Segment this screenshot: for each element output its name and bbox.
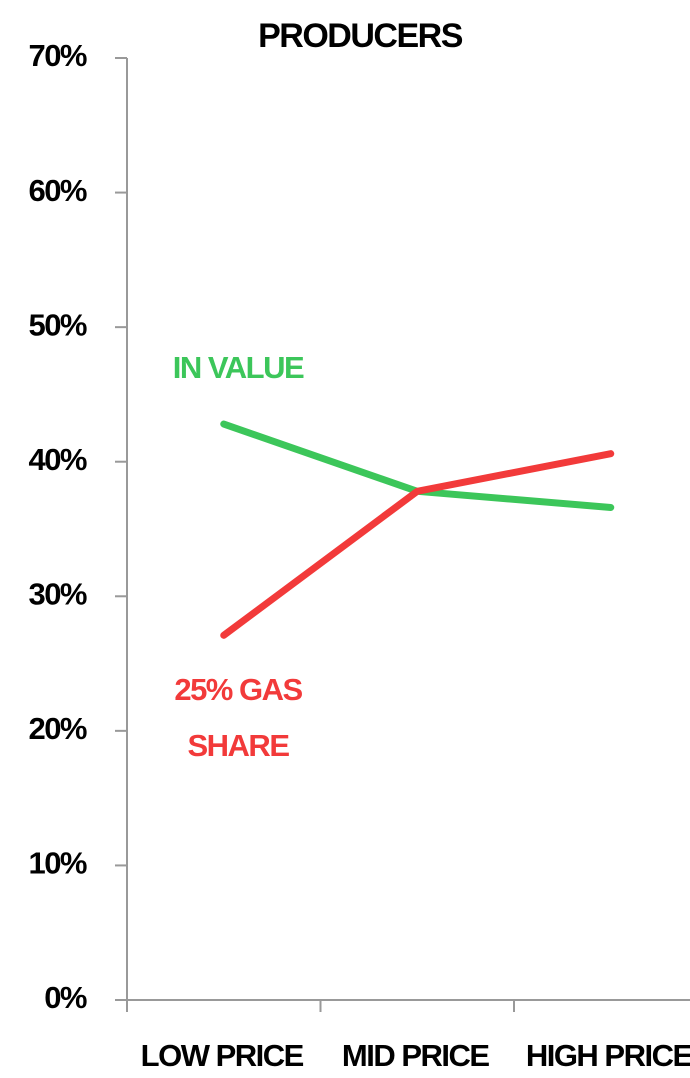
y-tick-label: 50%	[28, 307, 86, 342]
y-tick-label: 40%	[28, 442, 86, 477]
y-tick-label: 20%	[28, 711, 86, 746]
y-tick-label: 10%	[28, 846, 86, 881]
x-tick-label: HIGH PRICE	[526, 1038, 690, 1073]
series-line	[220, 450, 615, 639]
y-tick-label: 70%	[28, 38, 86, 73]
y-tick-label: 60%	[28, 173, 86, 208]
y-tick-label: 0%	[44, 980, 87, 1015]
series-label: IN VALUE	[172, 350, 305, 385]
series-label: 25% GAS SHARE	[174, 672, 303, 763]
x-tick-label: MID PRICE	[342, 1038, 490, 1073]
x-tick-label: LOW PRICE	[141, 1038, 304, 1073]
chart-title: PRODUCERS	[258, 17, 463, 55]
y-tick-label: 30%	[28, 576, 86, 611]
